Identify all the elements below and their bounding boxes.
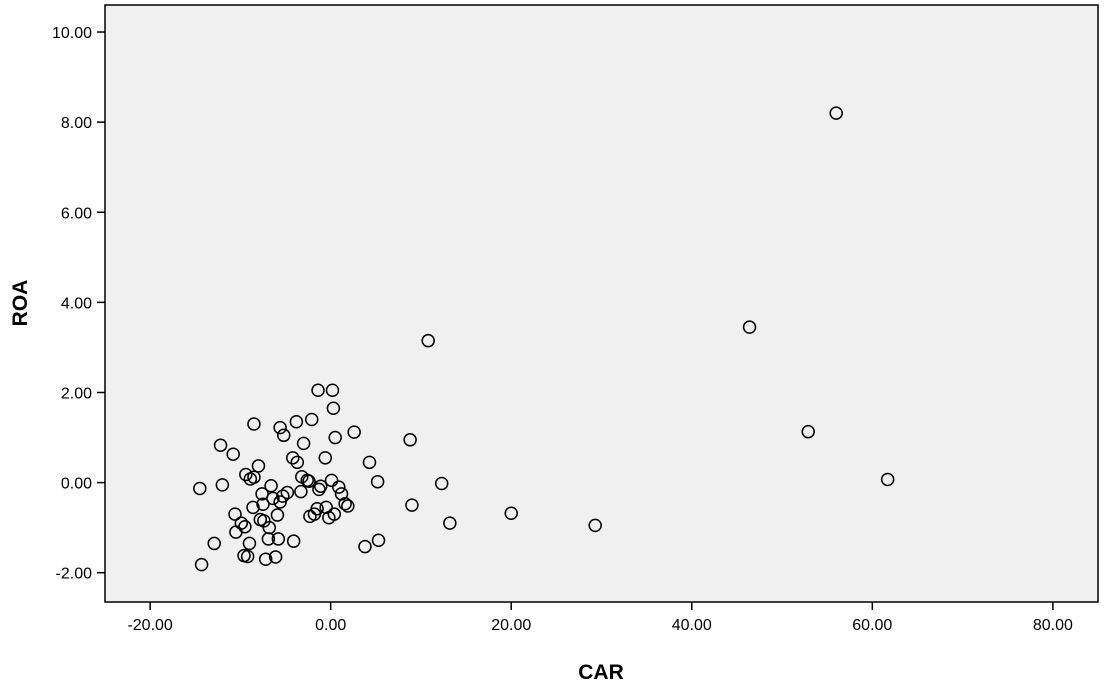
data-point — [256, 497, 270, 511]
data-point — [504, 506, 518, 520]
y-axis-title: ROA — [9, 280, 32, 327]
data-point — [286, 534, 301, 548]
data-point — [443, 516, 457, 530]
x-tick-label: 80.00 — [1033, 617, 1073, 634]
data-point — [829, 106, 843, 120]
data-point — [262, 520, 277, 535]
y-tick-label: 8.00 — [61, 115, 92, 132]
y-tick-label: 2.00 — [61, 385, 92, 402]
data-point — [239, 467, 253, 482]
data-point — [319, 500, 333, 515]
data-point — [276, 428, 291, 443]
x-tick-label: -20.00 — [127, 617, 172, 634]
data-point — [247, 470, 261, 484]
data-point — [311, 383, 325, 397]
data-point — [434, 476, 449, 491]
x-tick-label: 40.00 — [672, 617, 712, 634]
data-point — [276, 489, 290, 503]
data-point — [362, 455, 377, 470]
x-tick-label: 0.00 — [315, 617, 346, 634]
data-point — [240, 549, 255, 564]
data-point — [194, 557, 209, 572]
y-tick-label: 0.00 — [61, 476, 92, 493]
data-point — [312, 482, 326, 497]
data-point — [289, 415, 304, 429]
data-point — [258, 552, 273, 566]
data-point — [801, 424, 815, 439]
x-tick-label: 60.00 — [852, 617, 892, 634]
data-point — [371, 533, 386, 548]
data-point — [246, 500, 260, 515]
data-point — [238, 520, 252, 534]
data-point — [296, 436, 311, 451]
data-point — [193, 481, 207, 496]
data-point — [294, 484, 308, 499]
x-axis-title: CAR — [578, 661, 624, 684]
data-point — [302, 474, 316, 488]
data-point — [310, 501, 324, 516]
data-point — [405, 498, 419, 512]
data-point — [264, 479, 278, 493]
data-point — [228, 507, 242, 521]
x-tick-label: 20.00 — [491, 617, 531, 634]
data-point — [273, 420, 287, 435]
data-point — [266, 491, 280, 506]
data-point — [314, 479, 328, 493]
data-point — [226, 447, 240, 461]
data-points — [193, 106, 895, 572]
data-point — [327, 507, 342, 521]
data-point — [242, 536, 257, 551]
data-point — [286, 451, 300, 465]
data-point — [742, 320, 757, 334]
data-point — [324, 473, 339, 488]
y-tick-label: 4.00 — [61, 295, 92, 312]
data-point — [271, 532, 286, 546]
data-point — [234, 516, 249, 530]
data-point — [880, 472, 895, 487]
y-tick-label: 6.00 — [61, 205, 92, 222]
y-axis: -2.00 0.00 2.00 4.00 6.00 8.00 10.00 — [52, 25, 105, 583]
data-point — [215, 478, 230, 492]
data-point — [588, 518, 602, 533]
data-point — [251, 459, 266, 473]
data-point — [347, 425, 361, 439]
data-point — [247, 417, 261, 431]
data-point — [332, 480, 346, 494]
data-point — [207, 536, 221, 551]
data-point — [370, 474, 385, 489]
data-point — [290, 455, 305, 470]
data-point — [328, 430, 342, 445]
data-point — [213, 438, 228, 452]
data-point — [358, 539, 372, 554]
data-point — [338, 497, 352, 511]
x-axis: -20.00 0.00 20.00 40.00 60.00 80.00 — [127, 602, 1073, 634]
data-point — [325, 383, 340, 397]
y-tick-label: -2.00 — [56, 566, 93, 583]
data-point — [318, 451, 333, 465]
y-tick-label: 10.00 — [52, 25, 92, 42]
data-point — [421, 333, 435, 348]
plot-area-background — [104, 4, 1099, 603]
data-point — [268, 550, 283, 564]
data-point — [326, 401, 341, 416]
data-point — [270, 508, 285, 522]
data-point — [304, 412, 319, 427]
data-point — [280, 485, 295, 500]
data-point — [403, 433, 417, 447]
data-point — [341, 499, 355, 513]
